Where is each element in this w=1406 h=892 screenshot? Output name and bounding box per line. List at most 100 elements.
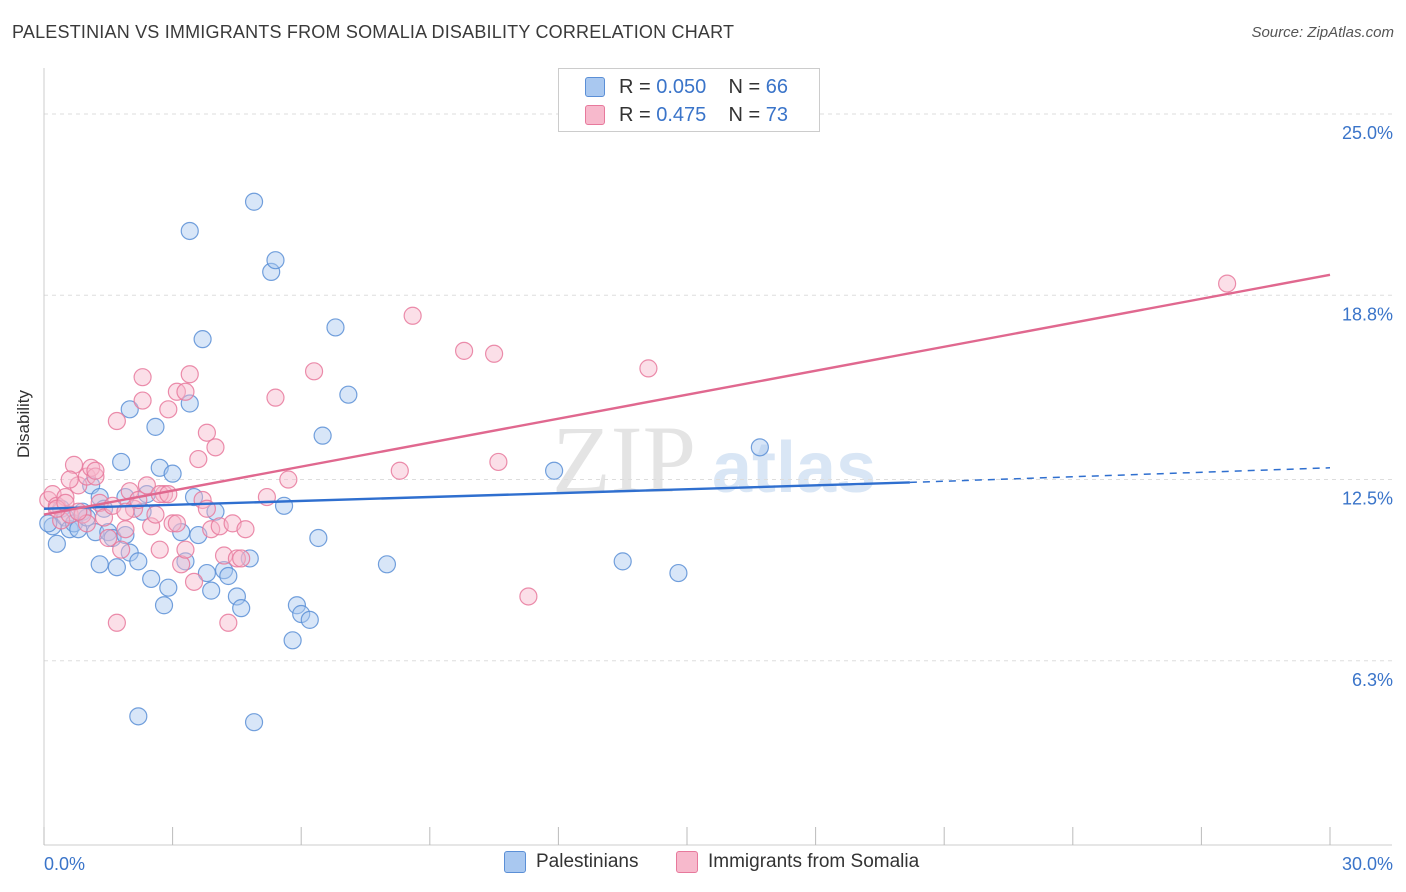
legend-r-label: R = <box>619 75 651 98</box>
y-tick-label: 6.3% <box>1352 670 1393 690</box>
series-swatch-pink <box>676 851 698 873</box>
chart-title: PALESTINIAN VS IMMIGRANTS FROM SOMALIA D… <box>12 22 735 42</box>
palestinian-point <box>326 318 345 337</box>
somalia-point <box>1218 274 1237 293</box>
somalia-trend-line <box>43 273 1331 516</box>
somalia-point <box>176 540 195 559</box>
palestinian-trend-line <box>43 481 910 510</box>
stats-legend: R = 0.050 N = 66 R = 0.475 N = 73 <box>558 68 820 132</box>
series-legend-palestinians: Palestinians <box>504 851 638 873</box>
legend-row-palestinians: R = 0.050 N = 66 <box>559 73 788 101</box>
x-tick-label: 30.0% <box>1342 854 1393 874</box>
palestinian-point <box>309 528 328 548</box>
palestinian-point <box>146 417 165 436</box>
legend-swatch-pink <box>585 105 605 125</box>
somalia-point <box>180 365 199 384</box>
palestinian-point <box>193 330 212 349</box>
somalia-point <box>279 470 298 489</box>
palestinian-point <box>613 552 632 571</box>
palestinian-point <box>339 385 358 404</box>
somalia-point <box>107 411 126 431</box>
palestinian-point <box>377 555 397 574</box>
somalia-point <box>150 540 169 559</box>
somalia-point <box>197 423 216 442</box>
palestinian-point <box>163 464 182 483</box>
somalia-point <box>107 613 126 632</box>
y-tick-label: 12.5% <box>1342 489 1393 509</box>
palestinian-point <box>154 596 174 615</box>
palestinian-point <box>129 552 148 571</box>
somalia-point <box>60 470 79 489</box>
somalia-point <box>137 476 156 495</box>
palestinian-point <box>300 610 319 629</box>
palestinian-point <box>120 400 139 419</box>
somalia-point <box>232 549 251 568</box>
palestinian-point <box>262 262 281 282</box>
palestinian-point <box>129 707 148 726</box>
somalia-point <box>99 528 118 548</box>
somalia-point <box>184 572 204 591</box>
palestinian-point <box>142 569 161 589</box>
palestinian-point <box>47 534 66 553</box>
palestinian-point <box>283 631 302 650</box>
somalia-point <box>519 587 538 606</box>
somalia-point <box>116 520 135 539</box>
palestinian-point <box>287 596 307 615</box>
somalia-point <box>146 505 165 524</box>
legend-n-value: 73 <box>765 103 789 126</box>
somalia-point <box>266 388 285 407</box>
legend-r-value: 0.050 <box>656 75 707 98</box>
somalia-point <box>489 452 508 472</box>
series-legend-label: Immigrants from Somalia <box>708 851 920 872</box>
legend-swatch-blue <box>585 77 605 97</box>
tick-labels: 6.3% 12.5% 18.8% 25.0% 0.0% 30.0% <box>44 123 1393 874</box>
x-tick-label: 0.0% <box>44 854 85 874</box>
trend-lines <box>43 273 1331 516</box>
somalia-point <box>133 391 152 410</box>
palestinian-point <box>180 221 199 241</box>
legend-n-label: N = <box>728 75 761 98</box>
palestinian-point <box>197 563 216 583</box>
legend-n-label: N = <box>728 103 761 126</box>
legend-r-label: R = <box>619 103 651 126</box>
palestinian-point <box>227 587 246 606</box>
palestinian-point <box>545 461 564 480</box>
palestinian-point <box>232 599 251 618</box>
somalia-point <box>454 341 474 360</box>
somalia-point <box>133 368 152 387</box>
somalia-point <box>159 400 178 419</box>
watermark-atlas: atlas <box>712 428 876 508</box>
palestinian-trend-extension <box>909 467 1331 484</box>
somalia-point <box>163 514 182 533</box>
gridlines <box>44 113 1392 662</box>
somalia-point <box>485 344 504 363</box>
somalia-point <box>176 382 195 401</box>
palestinian-point <box>244 192 264 211</box>
palestinian-point <box>244 713 264 732</box>
somalia-point <box>219 613 238 632</box>
palestinian-point <box>159 578 178 597</box>
series-legend-somalia: Immigrants from Somalia <box>676 851 919 873</box>
palestinian-point <box>266 251 285 270</box>
palestinian-point <box>274 496 294 515</box>
palestinian-point <box>107 558 126 577</box>
somalia-point <box>189 449 208 469</box>
palestinian-point <box>750 438 769 457</box>
y-tick-label: 25.0% <box>1342 123 1393 143</box>
somalia-point <box>403 306 422 325</box>
series-legend-label: Palestinians <box>536 851 639 872</box>
legend-row-somalia: R = 0.475 N = 73 <box>559 101 788 129</box>
palestinian-point <box>180 394 199 413</box>
series-swatch-blue <box>504 851 526 873</box>
somalia-point <box>639 359 658 378</box>
axes <box>43 68 1392 846</box>
somalia-point <box>64 455 84 474</box>
somalia-point <box>112 540 131 559</box>
source-credit: Source: ZipAtlas.com <box>1251 24 1394 41</box>
somalia-point <box>206 438 225 457</box>
palestinian-point <box>90 555 109 574</box>
somalia-point <box>86 461 105 480</box>
palestinian-point <box>90 487 109 507</box>
somalia-point <box>172 555 191 574</box>
somalia-point <box>86 467 105 486</box>
